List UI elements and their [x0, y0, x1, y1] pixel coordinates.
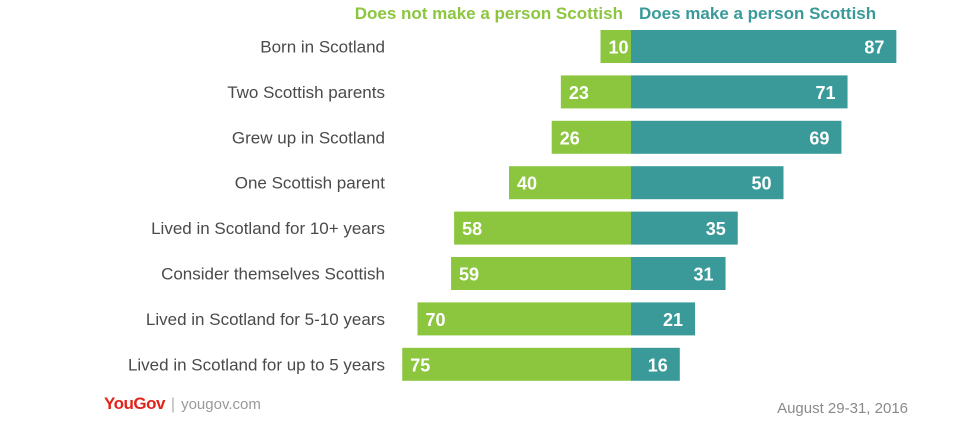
category-label: Lived in Scotland for 10+ years: [151, 219, 385, 238]
value-label-negative: 75: [410, 355, 430, 375]
category-label: Born in Scotland: [260, 38, 385, 57]
footer-separator: |: [170, 396, 176, 413]
category-label: Lived in Scotland for 5-10 years: [146, 310, 385, 329]
bar-positive: [631, 166, 784, 200]
category-label: One Scottish parent: [235, 174, 386, 193]
value-label-negative: 23: [569, 83, 589, 103]
value-label-positive: 87: [864, 38, 884, 58]
value-label-negative: 26: [560, 128, 580, 148]
value-label-negative: 40: [517, 174, 537, 194]
value-label-positive: 35: [706, 219, 726, 239]
value-label-positive: 31: [694, 265, 714, 285]
legend-negative: Does not make a person Scottish: [355, 4, 623, 23]
value-label-negative: 70: [426, 310, 446, 330]
category-label: Grew up in Scotland: [232, 128, 385, 147]
bar-negative: [551, 120, 631, 154]
bar-negative: [560, 75, 631, 109]
value-label-negative: 58: [462, 219, 482, 239]
bar-positive: [631, 211, 738, 245]
category-label: Two Scottish parents: [227, 83, 385, 102]
bar-positive: [631, 120, 842, 154]
value-label-positive: 21: [663, 310, 683, 330]
bar-positive: [631, 257, 726, 290]
bar-negative: [600, 30, 631, 63]
yougov-logo: YouGov: [104, 394, 165, 413]
footer-date: August 29-31, 2016: [777, 400, 908, 417]
value-label-negative: 59: [459, 265, 479, 285]
bar-positive: [631, 75, 848, 109]
category-label: Consider themselves Scottish: [161, 265, 385, 284]
legend-positive: Does make a person Scottish: [639, 4, 876, 23]
value-label-positive: 71: [816, 83, 836, 103]
category-label: Lived in Scotland for up to 5 years: [128, 355, 385, 374]
bar-negative: [417, 302, 631, 336]
bar-negative: [454, 211, 631, 245]
value-label-positive: 16: [648, 355, 668, 375]
value-label-positive: 50: [751, 174, 771, 194]
bar-negative: [509, 166, 631, 200]
bar-negative: [402, 347, 631, 381]
value-label-positive: 69: [809, 128, 829, 148]
value-label-negative: 10: [609, 38, 629, 58]
bar-positive: [631, 302, 696, 336]
footer-site: yougov.com: [181, 396, 261, 413]
bar-positive: [631, 30, 897, 63]
footer-brand: YouGov | yougov.com: [104, 394, 261, 416]
bar-positive: [631, 347, 680, 381]
bar-negative: [451, 257, 631, 290]
